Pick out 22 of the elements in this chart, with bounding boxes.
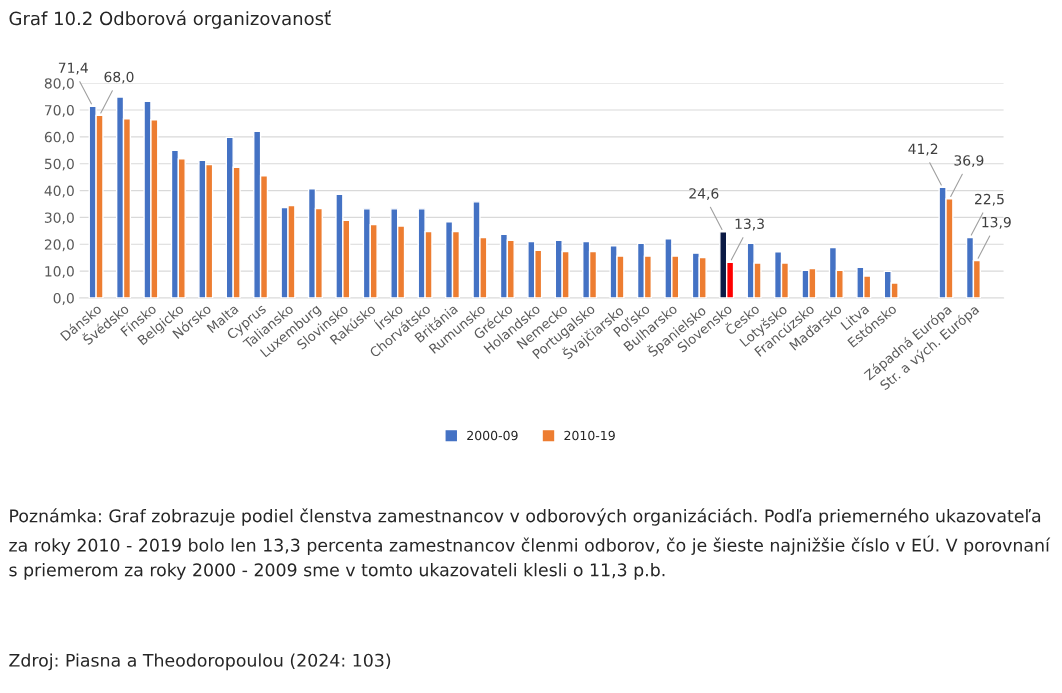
y-tick-label: 70,0 [45,104,74,117]
y-tick-label: 80,0 [44,78,74,91]
data-label: 71,4 [58,62,88,75]
y-tick-label: 0,0 [53,292,74,305]
data-label: 13,9 [982,216,1011,229]
y-tick-label: 50,0 [44,158,74,171]
text: Poznámka: Graf zobrazuje podiel členstva zamestnancov v odborových organizáciách. Podľa priemerného ukazovateľa za roky 2010 - 2019 bolo len 13,3 percenta zamestnancov členmi odborov, čo je šieste najnižšie číslo v EÚ. V porovnaní s priemerom za roky 2000 - 2009 sme v tomto ukazovateli klesli o 11,3 p.b. [9,508,1051,580]
legend-label: 2010-19 [564,430,615,441]
data-label: 13,3 [735,218,764,231]
data-label: 24,6 [689,188,719,201]
data-label: 68,0 [104,71,134,84]
legend-label: 2000-09 [467,430,518,441]
y-tick-label: 30,0 [44,212,74,225]
data-label: 36,9 [954,155,984,168]
text: Zdroj: Piasna a Theodoropoulou (2024: 103) [9,653,391,671]
y-tick-label: 60,0 [44,131,74,144]
y-tick-label: 20,0 [44,239,74,252]
data-label: 41,2 [908,143,938,156]
chart-title: Graf 10.2 Odborová organizovanosť [9,10,331,29]
y-tick-label: 40,0 [44,185,74,198]
y-tick-label: 10,0 [45,266,74,279]
data-label: 22,5 [975,193,1004,206]
